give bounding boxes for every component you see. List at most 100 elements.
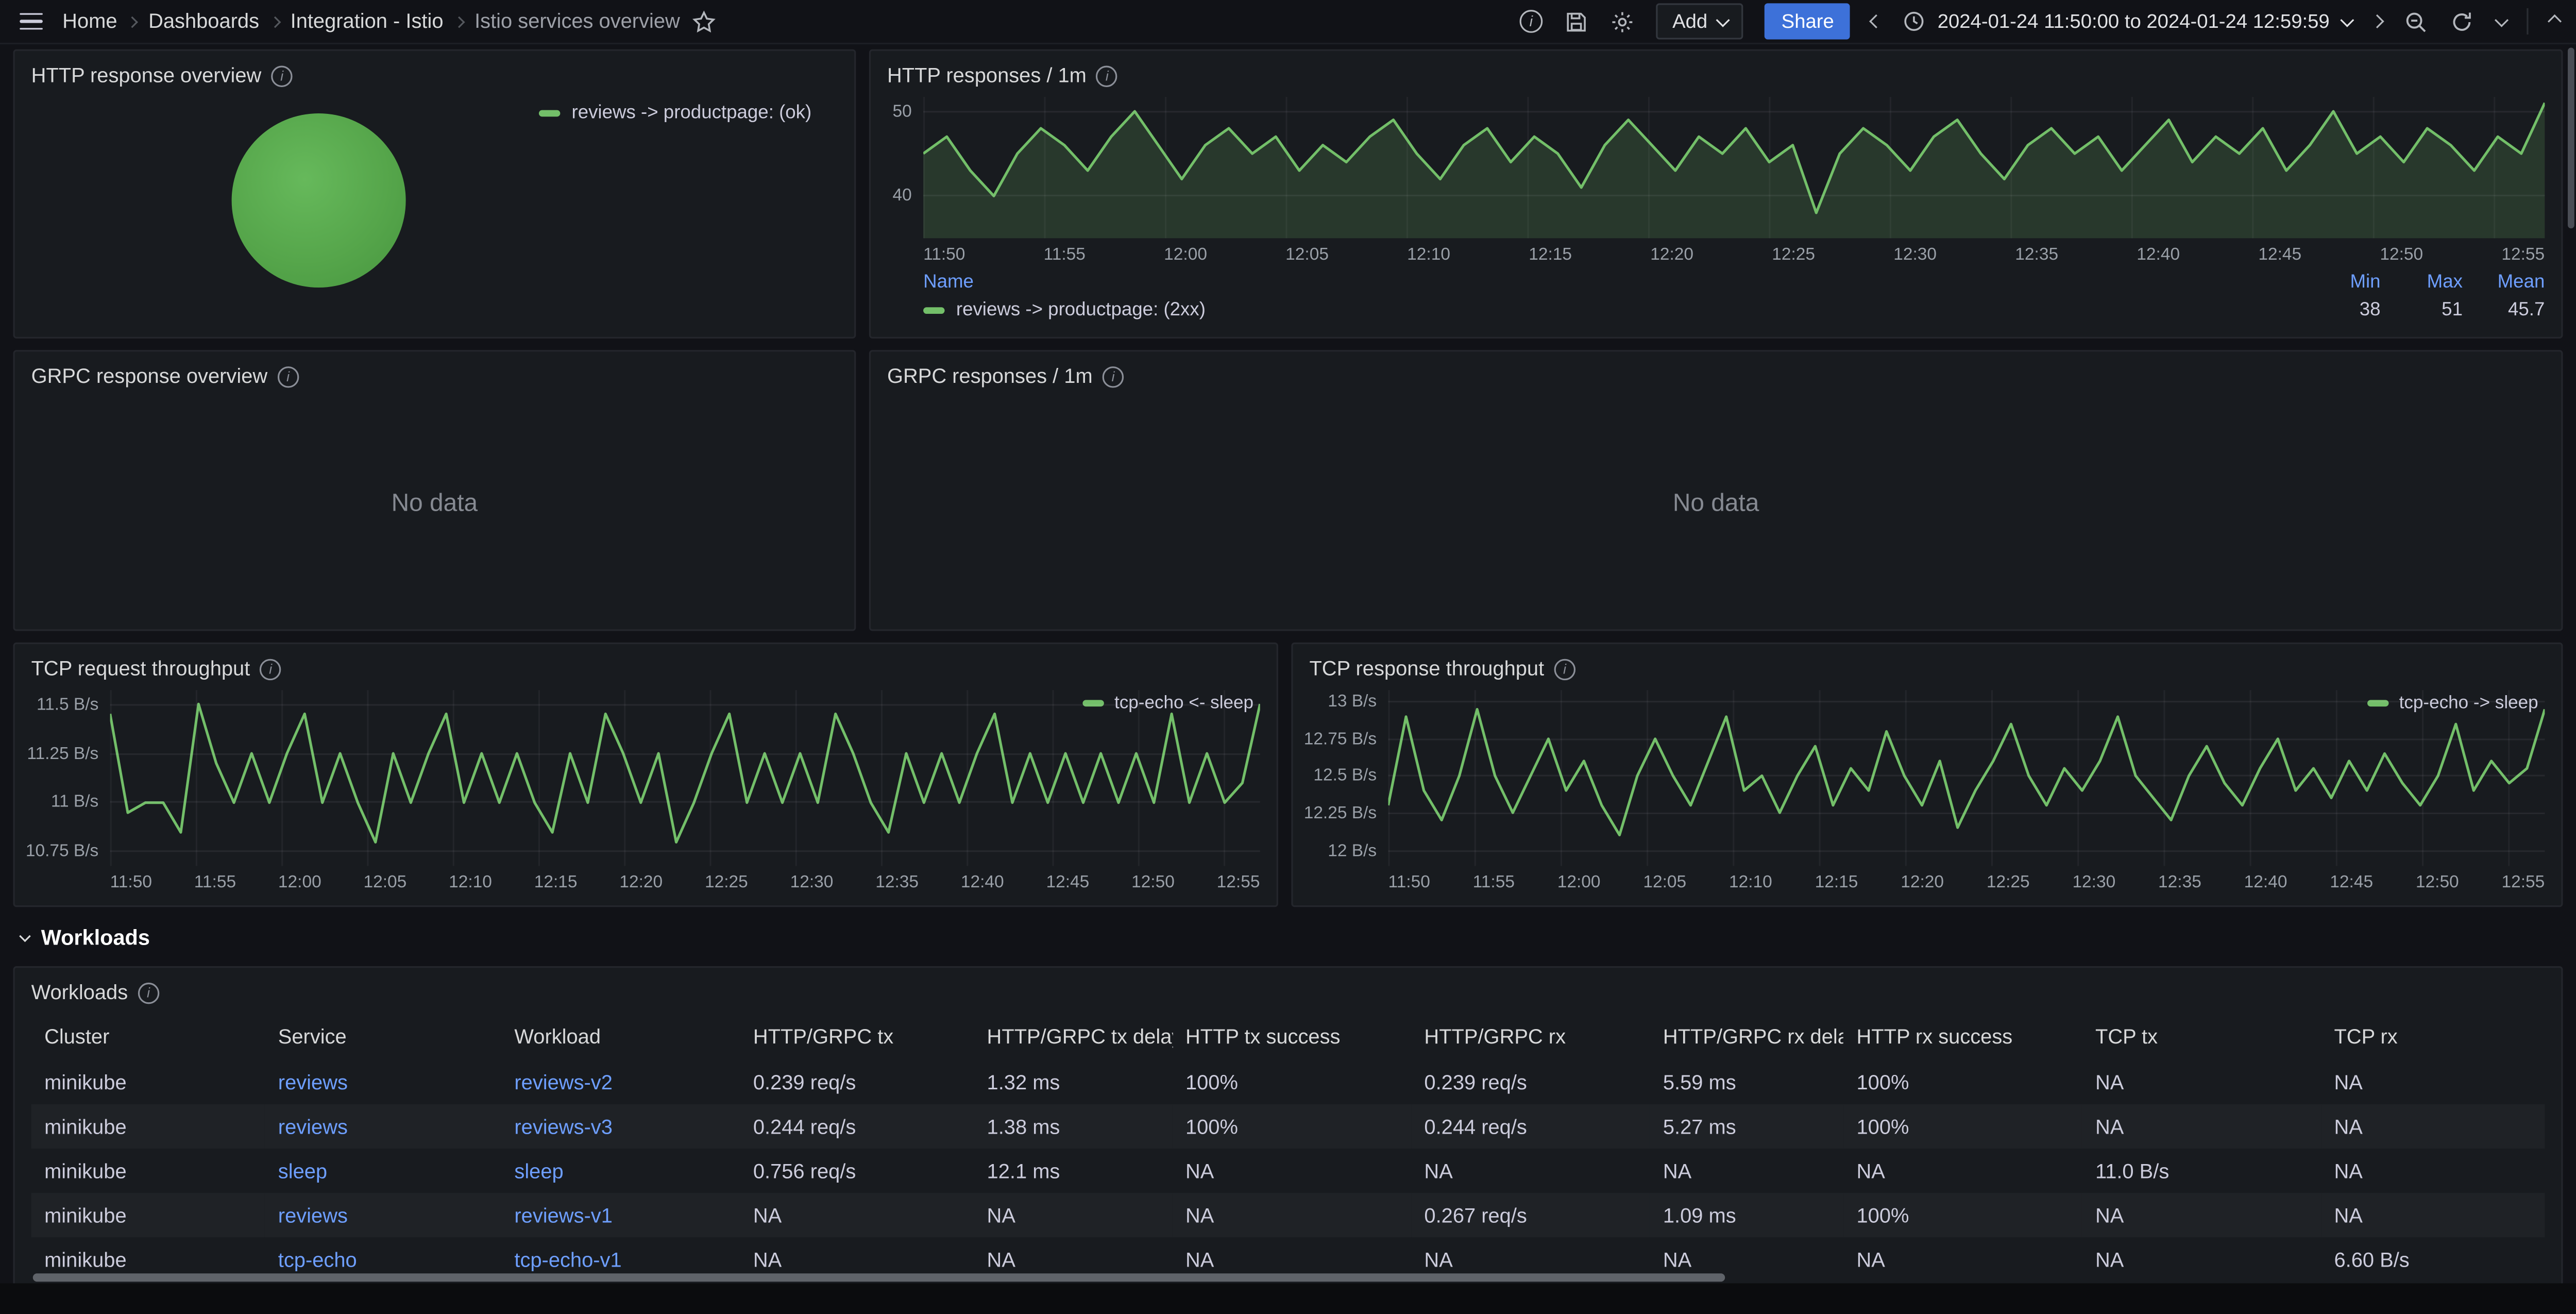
panel-grpc-responses: GRPC responses / 1m i No data	[869, 350, 2563, 631]
table-cell: NA	[1843, 1237, 2082, 1282]
workload-link[interactable]: reviews-v1	[514, 1204, 613, 1227]
workload-link[interactable]: tcp-echo-v1	[514, 1248, 621, 1271]
breadcrumb-dashboards[interactable]: Dashboards	[148, 10, 259, 33]
legend-col-mean[interactable]: Mean	[2463, 272, 2545, 292]
service-link[interactable]: sleep	[278, 1159, 327, 1183]
no-data-message: No data	[887, 391, 2545, 616]
column-header[interactable]: HTTP/GRPC tx	[740, 1014, 974, 1059]
line-chart	[1388, 690, 2545, 866]
panel-grpc-response-overview: GRPC response overview i No data	[13, 350, 856, 631]
x-tick-label: 12:40	[961, 872, 1004, 892]
y-axis: 5040	[887, 97, 923, 238]
breadcrumb-home[interactable]: Home	[62, 10, 117, 33]
y-tick-label: 13 B/s	[1328, 693, 1377, 712]
settings-gear-icon[interactable]	[1610, 9, 1635, 34]
y-tick-label: 11 B/s	[51, 793, 98, 812]
zoom-out-icon[interactable]	[2403, 9, 2428, 34]
legend-table: Name Min Max Mean reviews -> productpage…	[923, 268, 2545, 324]
column-header[interactable]: Cluster	[31, 1014, 265, 1059]
panel-info-icon[interactable]: i	[1096, 65, 1117, 86]
table-cell: reviews-v1	[501, 1193, 740, 1237]
column-header[interactable]: TCP tx	[2082, 1014, 2320, 1059]
horizontal-scrollbar-thumb[interactable]	[33, 1273, 1725, 1282]
service-link[interactable]: tcp-echo	[278, 1248, 357, 1271]
legend-item[interactable]: tcp-echo -> sleep	[2368, 694, 2538, 713]
workloads-table: ClusterServiceWorkloadHTTP/GRPC txHTTP/G…	[31, 1014, 2545, 1282]
gridline	[1388, 813, 2545, 814]
x-tick-label: 12:25	[1772, 245, 1815, 264]
column-header[interactable]: Service	[265, 1014, 501, 1059]
row-workloads-toggle[interactable]: Workloads	[13, 919, 2563, 955]
table-row: minikubereviewsreviews-v20.239 req/s1.32…	[31, 1060, 2545, 1104]
dashboard-canvas: HTTP response overview i reviews -> prod…	[0, 44, 2576, 1283]
table-cell: NA	[2321, 1060, 2545, 1104]
y-axis: 13 B/s12.75 B/s12.5 B/s12.25 B/s12 B/s	[1309, 690, 1388, 866]
refresh-icon[interactable]	[2449, 9, 2474, 34]
workload-link[interactable]: sleep	[514, 1159, 563, 1183]
breadcrumb-separator	[127, 15, 139, 27]
chart-area: 5040	[887, 97, 2545, 238]
share-button[interactable]: Share	[1765, 3, 1851, 39]
breadcrumb-folder[interactable]: Integration - Istio	[291, 10, 444, 33]
table-cell: NA	[2321, 1104, 2545, 1149]
gridline	[1388, 738, 2545, 740]
column-header[interactable]: TCP rx	[2321, 1014, 2545, 1059]
column-header[interactable]: HTTP tx success	[1172, 1014, 1411, 1059]
column-header[interactable]: HTTP rx success	[1843, 1014, 2082, 1059]
legend-item[interactable]: reviews -> productpage: (2xx)	[923, 300, 2298, 319]
column-header[interactable]: HTTP/GRPC rx	[1411, 1014, 1650, 1059]
no-data-message: No data	[31, 391, 838, 616]
service-link[interactable]: reviews	[278, 1115, 348, 1138]
table-cell: reviews	[265, 1193, 501, 1237]
info-icon[interactable]: i	[1520, 10, 1543, 33]
menu-icon[interactable]	[16, 9, 46, 33]
legend-col-min[interactable]: Min	[2298, 272, 2380, 292]
time-shift-back-icon[interactable]	[1870, 14, 1884, 28]
service-link[interactable]: reviews	[278, 1204, 348, 1227]
panel-info-icon[interactable]: i	[260, 658, 281, 679]
panel-info-icon[interactable]: i	[271, 65, 292, 86]
time-range-picker[interactable]: 2024-01-24 11:50:00 to 2024-01-24 12:59:…	[1903, 10, 2351, 33]
column-header[interactable]: Workload	[501, 1014, 740, 1059]
panel-info-icon[interactable]: i	[277, 366, 298, 387]
scrollbar-thumb[interactable]	[2568, 47, 2574, 228]
panel-info-icon[interactable]: i	[1554, 658, 1575, 679]
workload-link[interactable]: reviews-v2	[514, 1070, 613, 1093]
chevron-down-icon	[19, 930, 31, 941]
table-cell: minikube	[31, 1193, 265, 1237]
panel-row-1: HTTP response overview i reviews -> prod…	[13, 49, 2563, 339]
clock-icon	[1903, 10, 1926, 33]
x-tick-label: 11:55	[1473, 872, 1515, 892]
vertical-scrollbar[interactable]	[2568, 47, 2574, 1283]
refresh-interval-dropdown-icon[interactable]	[2495, 13, 2509, 27]
panel-title: HTTP response overview	[31, 64, 262, 87]
column-header[interactable]: HTTP/GRPC tx delay	[974, 1014, 1172, 1059]
panel-title: TCP response throughput	[1309, 658, 1544, 681]
legend-col-max[interactable]: Max	[2381, 272, 2463, 292]
add-button[interactable]: Add	[1656, 3, 1743, 39]
star-icon[interactable]	[691, 9, 716, 34]
table-cell: reviews	[265, 1104, 501, 1149]
save-dashboard-icon[interactable]	[1564, 9, 1589, 34]
gridline	[1388, 851, 2545, 853]
panel-header: GRPC response overview i	[31, 362, 838, 391]
workload-link[interactable]: reviews-v3	[514, 1115, 613, 1138]
table-cell: NA	[2321, 1149, 2545, 1193]
legend-col-name[interactable]: Name	[923, 272, 2298, 292]
legend-item[interactable]: reviews -> productpage: (ok)	[539, 104, 812, 123]
time-series-plot[interactable]	[923, 97, 2545, 238]
panel-info-icon[interactable]: i	[138, 982, 159, 1003]
x-tick-label: 12:15	[1815, 872, 1858, 892]
time-series-plot[interactable]: tcp-echo -> sleep	[1388, 690, 2545, 866]
column-header[interactable]: HTTP/GRPC rx delay	[1650, 1014, 1843, 1059]
panel-header: GRPC responses / 1m i	[887, 362, 2545, 391]
time-shift-forward-icon[interactable]	[2370, 14, 2384, 28]
service-link[interactable]: reviews	[278, 1070, 348, 1093]
panel-info-icon[interactable]: i	[1103, 366, 1124, 387]
gridline	[110, 851, 1260, 853]
time-series-plot[interactable]: tcp-echo <- sleep	[110, 690, 1260, 866]
table-cell: NA	[1650, 1149, 1843, 1193]
pie-chart[interactable]	[232, 113, 406, 288]
collapse-controls-icon[interactable]	[2548, 14, 2562, 28]
y-tick-label: 12 B/s	[1328, 842, 1377, 862]
